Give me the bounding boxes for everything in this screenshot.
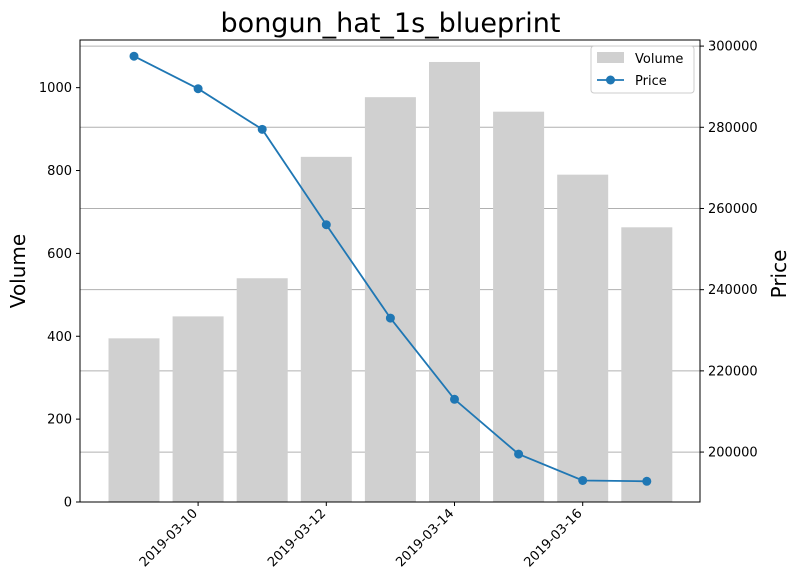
x-tick-label: 2019-03-10 — [137, 506, 201, 570]
volume-bar — [364, 97, 416, 502]
x-axis-ticks: 2019-03-10 2019-03-12 2019-03-14 2019-03-16 — [137, 502, 586, 570]
volume-bar — [172, 316, 224, 502]
volume-bar — [108, 338, 160, 502]
price-point — [129, 51, 139, 61]
volume-bar — [621, 227, 673, 502]
right-tick-label: 240000 — [708, 283, 758, 298]
y-axis-left-label: Volume — [6, 234, 30, 308]
price-line — [129, 51, 652, 486]
legend-marker-price — [606, 75, 615, 85]
legend: Volume Price — [590, 45, 695, 94]
right-axis-ticks: 200000 220000 240000 260000 280000 300000 — [700, 40, 758, 461]
volume-bar — [236, 278, 288, 502]
right-tick-label: 300000 — [708, 40, 758, 55]
right-tick-label: 200000 — [708, 446, 758, 461]
volume-bars — [108, 61, 673, 503]
left-tick-label: 1000 — [39, 81, 72, 96]
legend-label-price: Price — [635, 74, 667, 89]
plot-frame — [79, 39, 701, 503]
y-axis-right-label: Price — [767, 250, 791, 299]
price-point — [385, 313, 395, 323]
left-tick-label: 800 — [47, 164, 72, 179]
volume-bar — [557, 174, 609, 502]
left-tick-label: 600 — [47, 247, 72, 262]
x-tick-label: 2019-03-12 — [265, 506, 329, 570]
legend-swatch-volume — [597, 52, 624, 63]
right-tick-label: 220000 — [708, 364, 758, 379]
left-tick-label: 400 — [47, 330, 72, 345]
price-point — [321, 220, 331, 230]
x-tick-label: 2019-03-16 — [521, 506, 585, 570]
x-tick-label: 2019-03-14 — [393, 506, 457, 570]
volume-bar — [429, 61, 480, 502]
price-point — [578, 475, 588, 485]
right-tick-label: 280000 — [708, 121, 758, 136]
chart-title: bongun_hat_1s_blueprint — [221, 8, 561, 39]
legend-label-volume: Volume — [635, 52, 683, 67]
price-point — [450, 394, 459, 404]
price-point — [193, 84, 203, 94]
price-point — [257, 124, 267, 134]
left-tick-label: 0 — [64, 496, 72, 511]
right-tick-label: 260000 — [708, 202, 758, 217]
price-point — [514, 449, 524, 459]
left-axis-ticks: 0 200 400 600 800 1000 — [39, 81, 80, 511]
left-tick-label: 200 — [47, 413, 72, 428]
volume-bar — [300, 156, 352, 503]
price-point — [642, 476, 652, 486]
volume-bar — [493, 111, 545, 503]
